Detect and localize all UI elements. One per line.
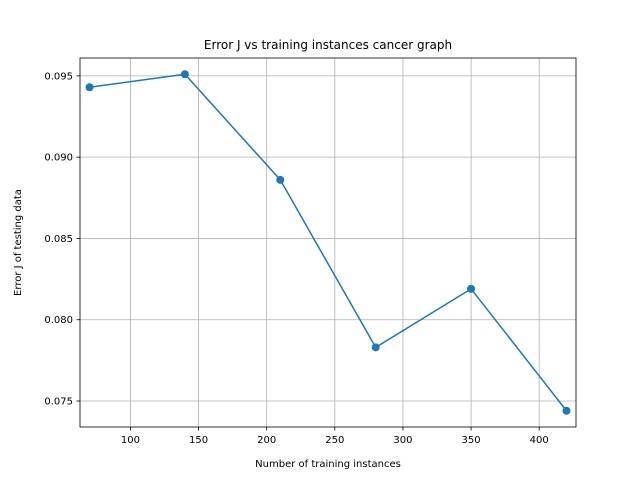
data-point — [85, 83, 94, 92]
chart-title: Error J vs training instances cancer gra… — [204, 38, 452, 52]
y-tick-label: 0.075 — [44, 396, 73, 407]
x-tick-label: 250 — [325, 435, 344, 446]
x-tick-label: 350 — [462, 435, 481, 446]
y-tick-label: 0.085 — [44, 234, 73, 245]
x-axis-ticks: 100 150 200 250 300 350 400 — [121, 427, 549, 446]
data-point — [467, 284, 476, 293]
y-tick-label: 0.095 — [44, 71, 73, 82]
plot-area-frame — [79, 57, 577, 428]
y-tick-label: 0.090 — [44, 153, 73, 164]
y-tick-label: 0.080 — [44, 315, 73, 326]
data-point — [562, 406, 571, 415]
x-tick-label: 150 — [189, 435, 208, 446]
data-point — [276, 175, 285, 184]
y-axis-label: Error J of testing data — [13, 189, 24, 296]
x-tick-label: 300 — [393, 435, 412, 446]
series-group — [85, 70, 571, 415]
data-point — [180, 70, 189, 79]
series-line — [89, 73, 568, 412]
x-tick-label: 400 — [530, 435, 549, 446]
grid-lines — [80, 58, 576, 427]
x-tick-label: 100 — [121, 435, 140, 446]
x-tick-label: 200 — [257, 435, 276, 446]
data-point — [371, 343, 380, 352]
y-axis-ticks: 0.075 0.080 0.085 0.090 0.095 — [44, 71, 80, 407]
x-axis-label: Number of training instances — [255, 459, 401, 470]
